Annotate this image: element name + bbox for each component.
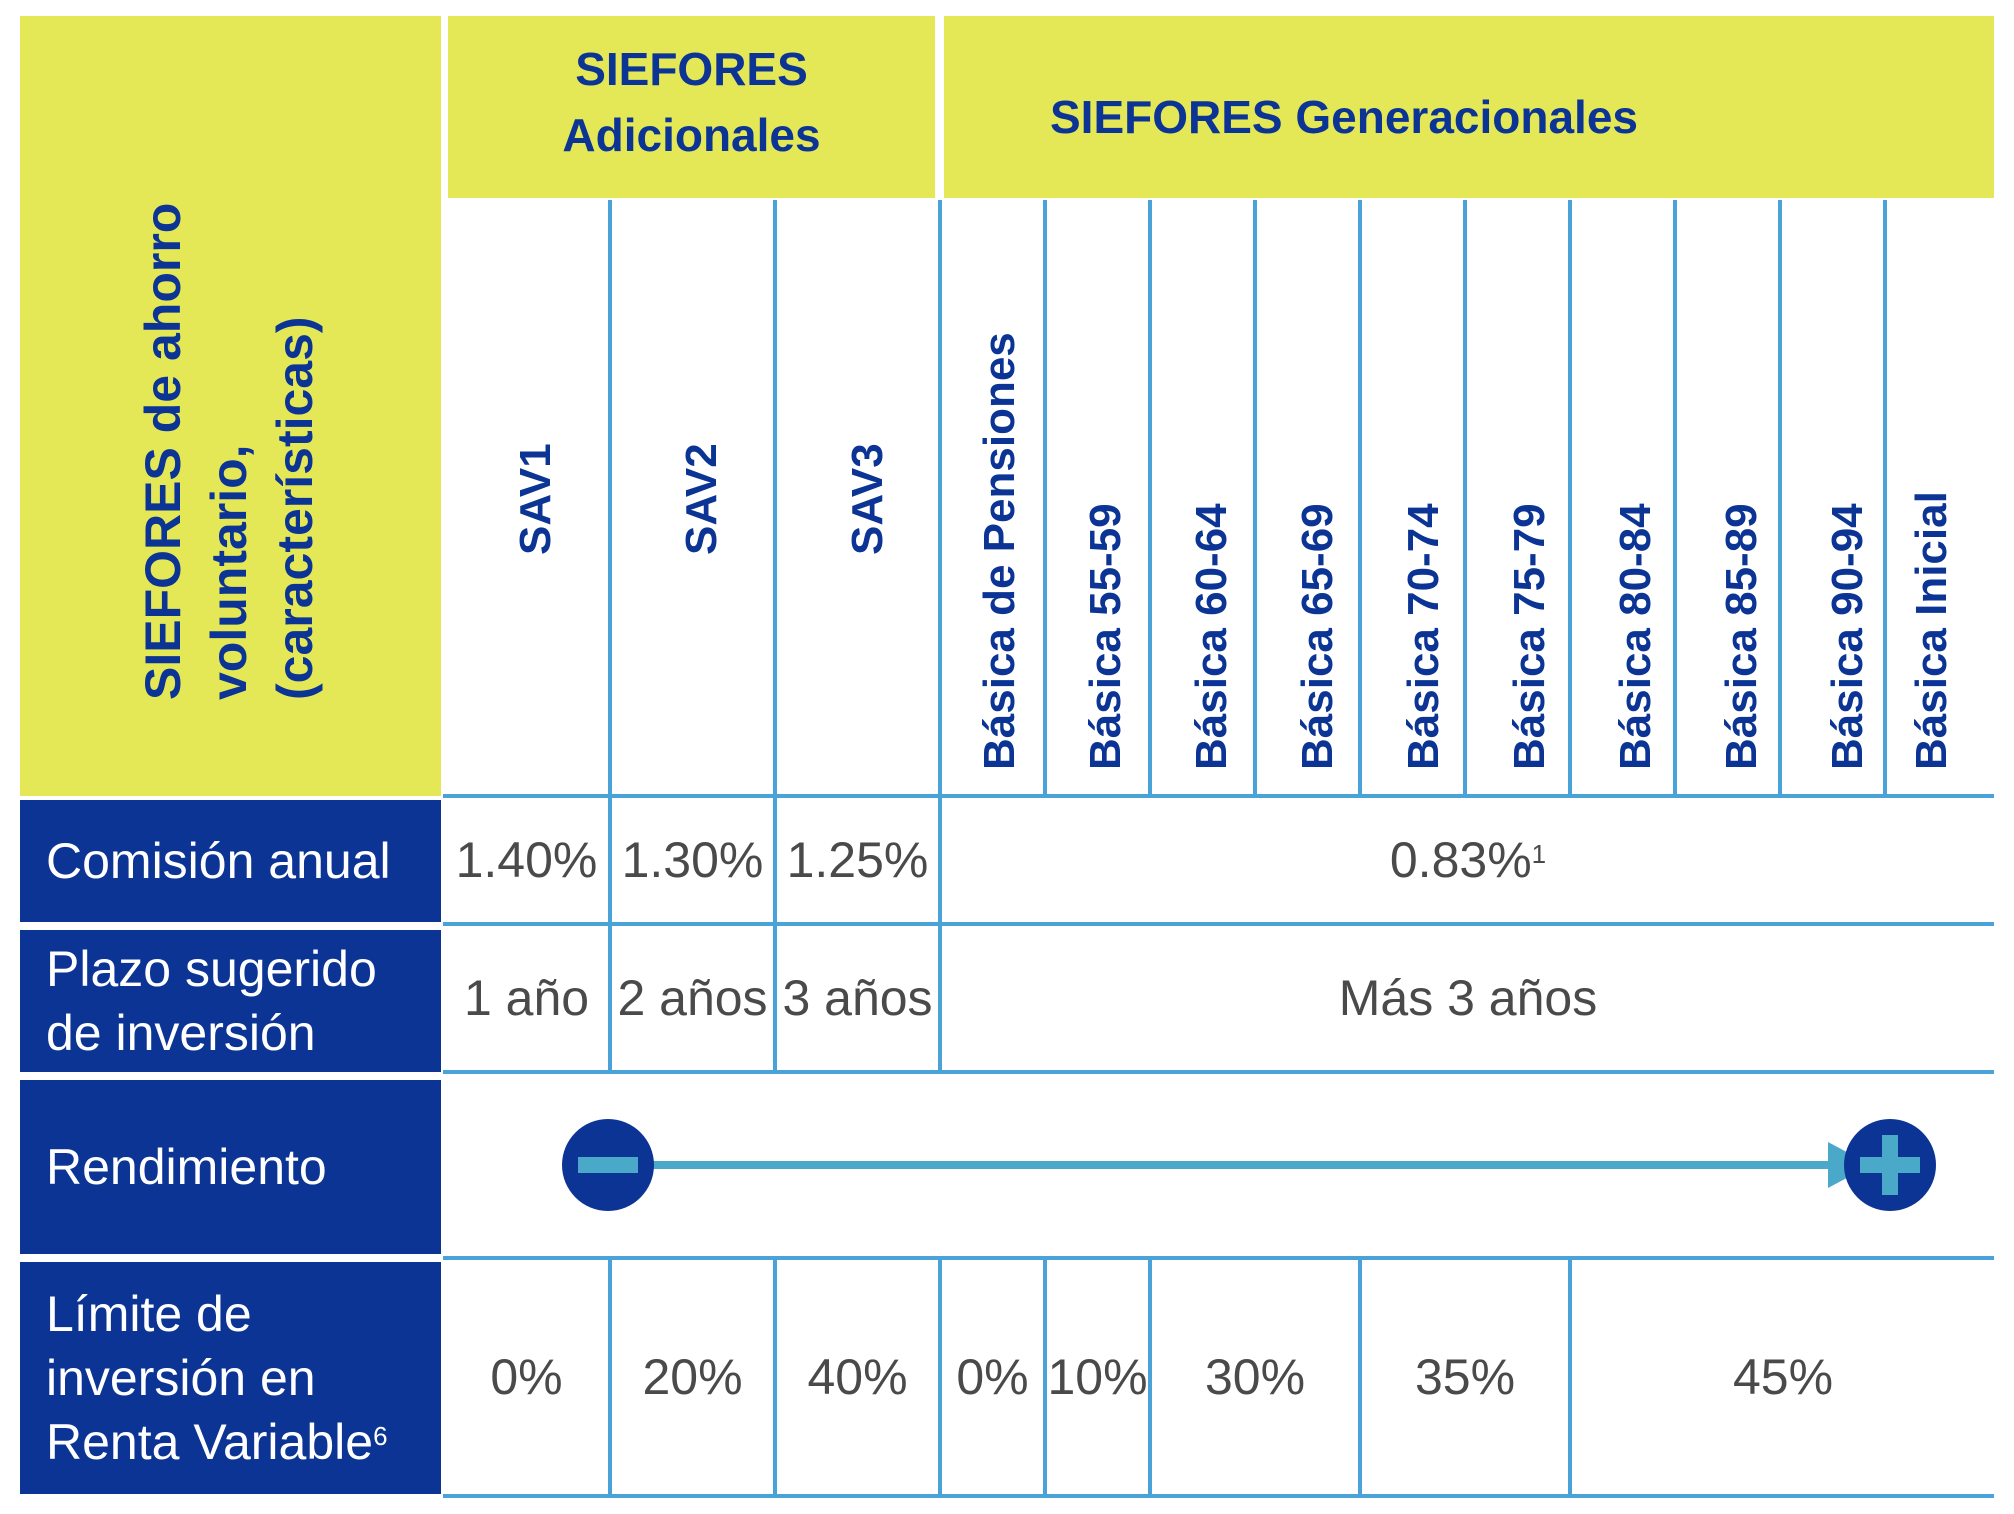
column-header-sav1: SAV1 bbox=[511, 443, 560, 555]
cell-plazo-sav2: 2 años bbox=[617, 970, 768, 1026]
group-header-adicionales bbox=[448, 16, 935, 198]
grid-line bbox=[1883, 200, 1887, 796]
grid-line bbox=[443, 1256, 1994, 1260]
cell-limite-basica-60-69: 30% bbox=[1204, 1349, 1306, 1405]
column-header-sav3: SAV3 bbox=[843, 443, 892, 555]
cell-limite-basica-pensiones: 0% bbox=[956, 1349, 1029, 1405]
grid-line bbox=[938, 1256, 942, 1496]
cell-plazo-generacionales: Más 3 años bbox=[1338, 970, 1598, 1026]
column-header-basica-90-94: Básica 90-94 bbox=[1823, 503, 1872, 770]
cell-limite-basica-70-79: 35% bbox=[1414, 1349, 1516, 1405]
row-label-rendimiento: Rendimiento bbox=[20, 1080, 441, 1254]
cell-limite-sav3: 40% bbox=[807, 1349, 908, 1405]
grid-line bbox=[773, 200, 777, 1070]
column-header-basica-70-74: Básica 70-74 bbox=[1399, 503, 1448, 770]
row-label-limite: Límite de inversión en Renta Variable6 bbox=[20, 1262, 441, 1494]
cell-plazo-sav3: 3 años bbox=[782, 970, 933, 1026]
column-header-sav2: SAV2 bbox=[677, 443, 726, 555]
grid-line bbox=[1253, 200, 1257, 796]
column-header-basica-75-79: Básica 75-79 bbox=[1505, 503, 1554, 770]
column-header-basica-inicial: Básica Inicial bbox=[1907, 491, 1956, 770]
row-label-plazo: Plazo sugerido de inversión bbox=[20, 930, 441, 1072]
column-header-basica-pensiones: Básica de Pensiones bbox=[975, 332, 1024, 770]
grid-line bbox=[443, 1070, 1994, 1074]
corner-header-label: SIEFORES de ahorro voluntario, (caracter… bbox=[135, 202, 323, 700]
grid-line bbox=[1148, 200, 1152, 796]
grid-line bbox=[443, 1494, 1994, 1498]
grid-line bbox=[1778, 200, 1782, 796]
row-label-comision: Comisión anual bbox=[20, 800, 441, 922]
grid-line bbox=[608, 1256, 612, 1496]
cell-comision-generacionales: 0.83% 1 bbox=[1389, 832, 1547, 888]
grid-line bbox=[1148, 1256, 1152, 1496]
cell-limite-sav2: 20% bbox=[642, 1349, 743, 1405]
grid-line bbox=[773, 1256, 777, 1496]
group-adicionales-title: SIEFORES Adicionales bbox=[562, 43, 821, 161]
minus-circle-icon bbox=[562, 1119, 654, 1211]
grid-line bbox=[1463, 200, 1467, 796]
grid-line bbox=[1358, 200, 1362, 796]
grid-line bbox=[1568, 200, 1572, 796]
column-header-basica-80-84: Básica 80-84 bbox=[1611, 503, 1660, 770]
grid-line bbox=[1673, 200, 1677, 796]
grid-line bbox=[1043, 200, 1047, 796]
cell-comision-sav3: 1.25% bbox=[786, 832, 929, 888]
cell-limite-basica-80-inicial: 45% bbox=[1732, 1349, 1834, 1405]
corner-header-cell bbox=[20, 16, 441, 796]
grid-line bbox=[938, 200, 942, 1070]
cell-limite-basica-55-59: 10% bbox=[1047, 1349, 1148, 1405]
plus-circle-icon bbox=[1844, 1119, 1936, 1211]
rendimiento-arrow bbox=[562, 1119, 1936, 1211]
grid-line bbox=[1358, 1256, 1362, 1496]
group-header-generacionales bbox=[944, 16, 1994, 198]
column-header-basica-55-59: Básica 55-59 bbox=[1081, 503, 1130, 770]
cell-comision-sav2: 1.30% bbox=[621, 832, 764, 888]
grid-line bbox=[443, 922, 1994, 926]
column-header-basica-85-89: Básica 85-89 bbox=[1717, 503, 1766, 770]
cell-limite-sav1: 0% bbox=[490, 1349, 563, 1405]
grid-line bbox=[608, 200, 612, 1070]
grid-line bbox=[1568, 1256, 1572, 1496]
cell-plazo-sav1: 1 año bbox=[463, 970, 590, 1026]
grid-line bbox=[443, 794, 1994, 798]
group-generacionales-title: SIEFORES Generacionales bbox=[1049, 91, 1638, 143]
column-header-basica-60-64: Básica 60-64 bbox=[1187, 503, 1236, 770]
grid-line bbox=[1043, 1256, 1047, 1496]
cell-comision-sav1: 1.40% bbox=[455, 832, 598, 888]
column-header-basica-65-69: Básica 65-69 bbox=[1293, 503, 1342, 770]
